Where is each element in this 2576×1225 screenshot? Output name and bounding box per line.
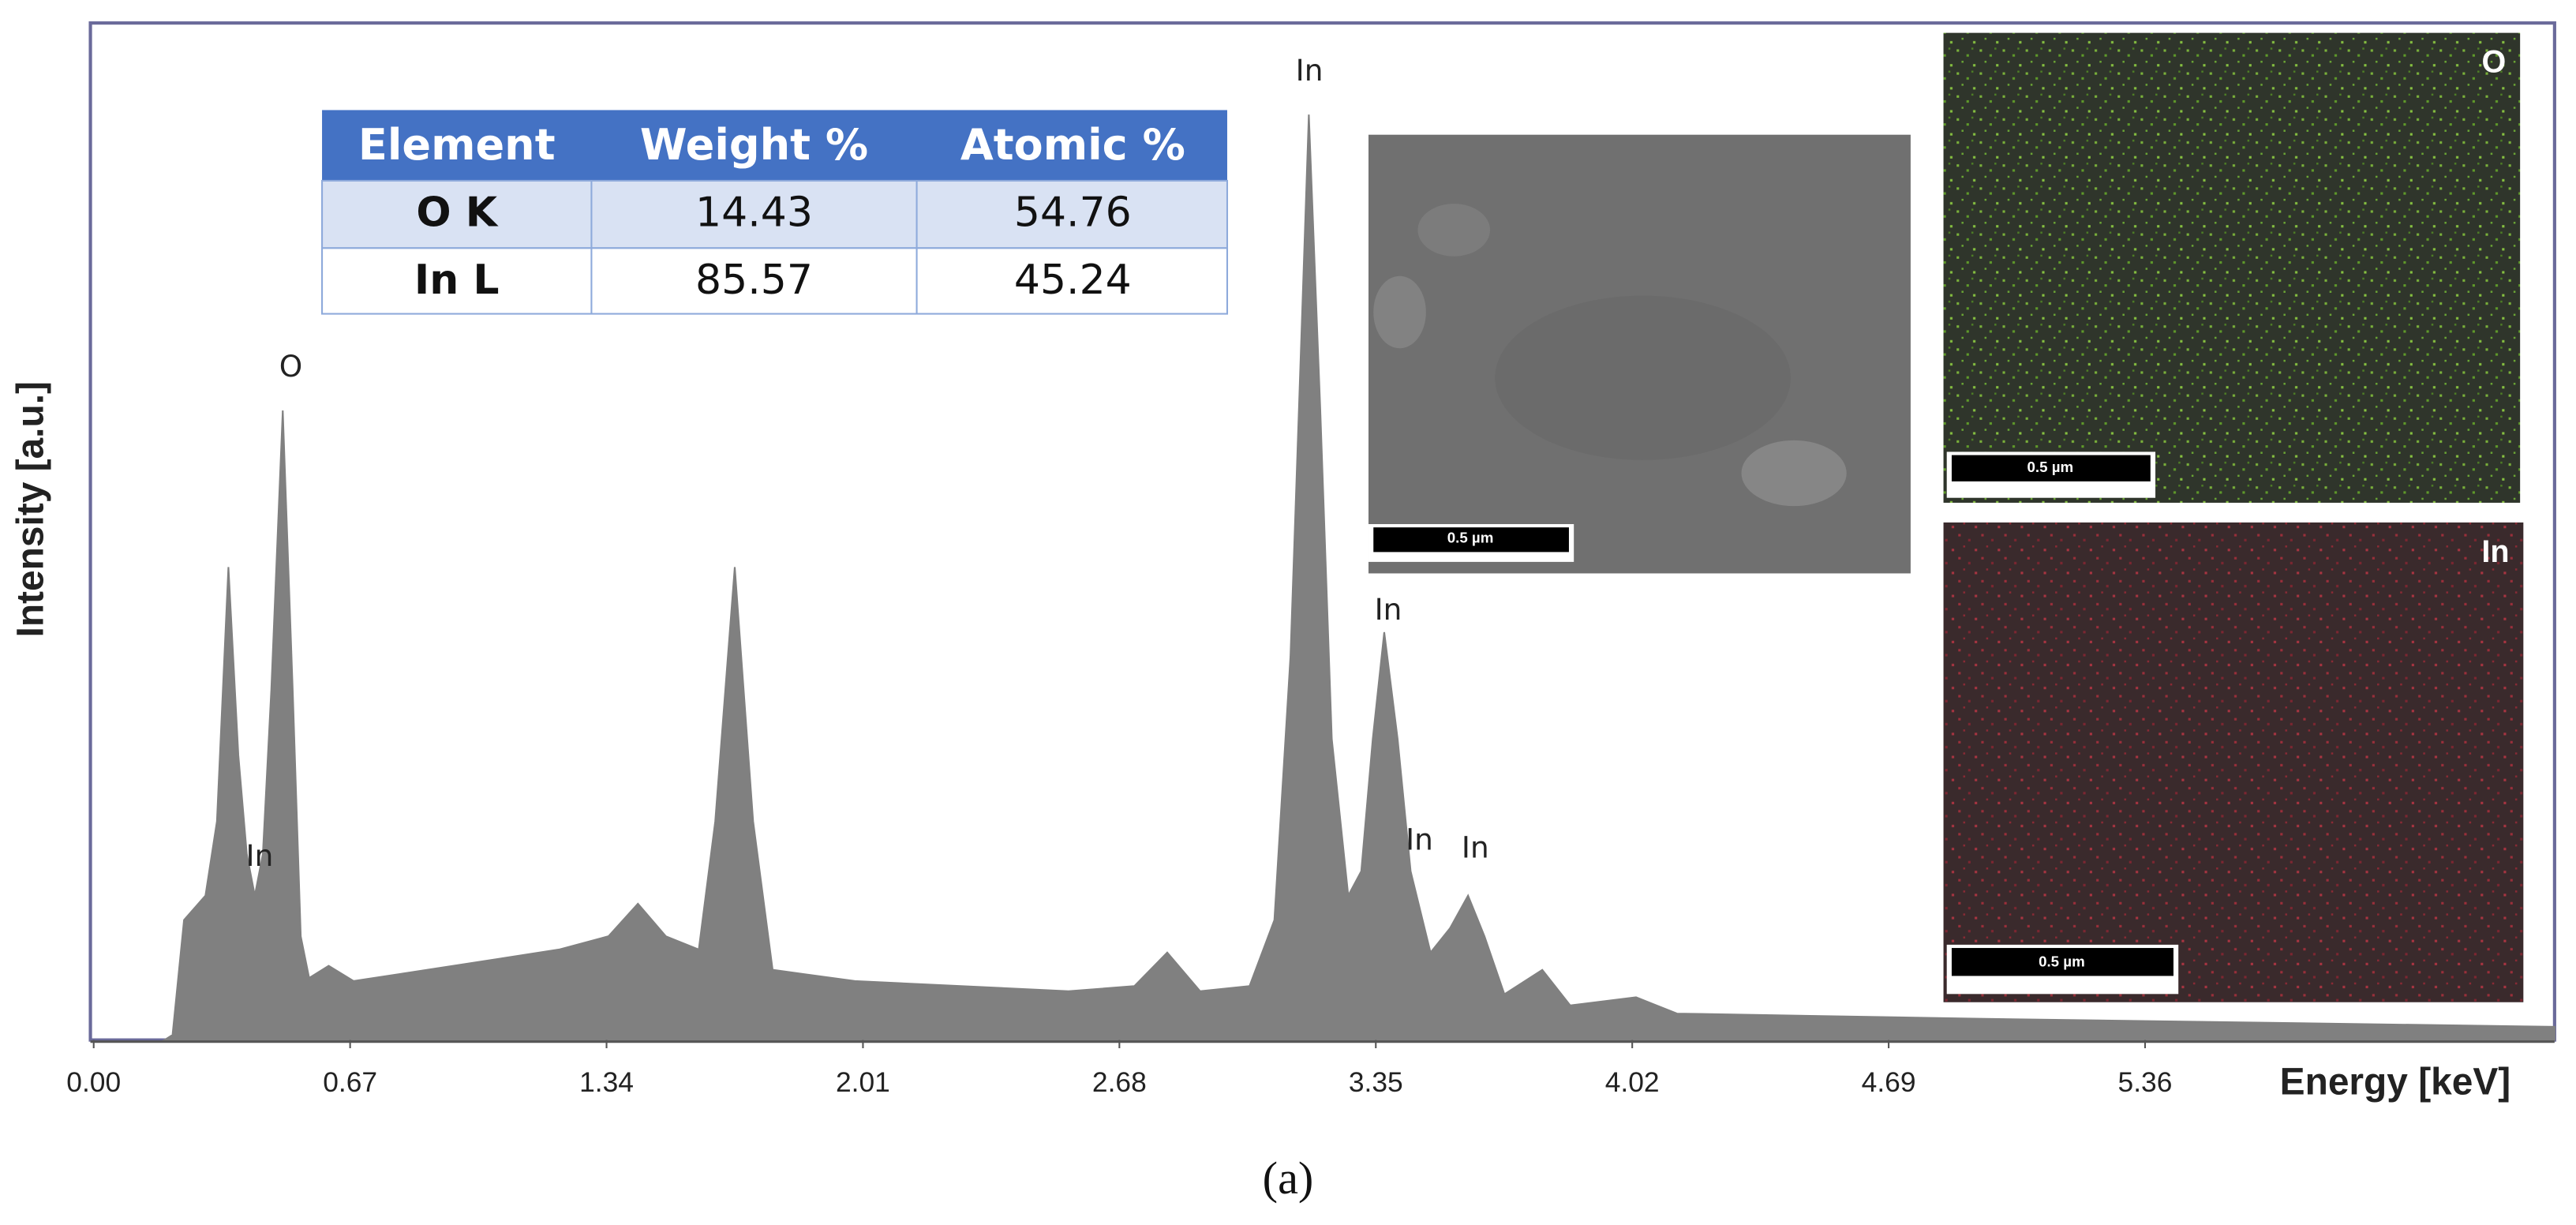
x-tick-label: 4.69 [1862,1067,1916,1098]
x-tick-label: 2.01 [836,1067,890,1098]
scale-bar-label: 0.5 µm [2039,953,2085,970]
y-axis-label: Intensity [a.u.] [9,381,51,637]
table-row [321,247,1229,315]
peak-label: In [1462,830,1489,865]
x-tick-label: 0.00 [66,1067,121,1098]
table-cell: 45.24 [1014,257,1132,304]
sem-feature [1495,295,1791,460]
table-cell: In L [414,257,500,304]
in-map: In 0.5 µm [1943,522,2524,1002]
o-map: O 0.5 µm [1943,32,2521,503]
x-tick-label: 0.67 [323,1067,377,1098]
sem-feature [1417,204,1491,257]
scale-bar [1373,527,1569,553]
scale-bar-label: 0.5 µm [1447,530,1494,546]
x-axis-label: Energy [keV] [2280,1061,2511,1103]
map-background [1943,522,2524,1002]
sem-feature [1373,275,1426,349]
table-cell: 14.43 [695,189,813,237]
table-header-cell: Weight % [640,120,868,170]
map-label: O [2481,45,2506,80]
scale-bar-label: 0.5 µm [2027,459,2074,475]
scale-bar [1951,948,2174,976]
peak-label: O [279,349,302,384]
table-cell: 54.76 [1014,189,1132,237]
map-background [1943,32,2521,503]
x-tick-label: 3.35 [1349,1067,1403,1098]
result-table: Element Weight % Atomic % O K 14.43 54.7… [321,110,1229,315]
x-tick-label: 4.02 [1605,1067,1660,1098]
peak-label: In [1296,53,1324,88]
spectrum-area [161,114,2555,1041]
sem-feature [1741,440,1847,507]
table-header [322,110,1227,181]
table-header-cell: Atomic % [960,120,1185,170]
map-label: In [2481,534,2509,569]
table-header-cell: Element [358,120,556,170]
x-tick-label: 1.34 [579,1067,634,1098]
scale-bar [1951,455,2151,481]
peak-label: In [1375,592,1402,627]
table-cell: 85.57 [695,257,813,304]
table-cell: O K [416,189,498,237]
sem-image: 0.5 µm [1368,134,1911,574]
plot [161,114,2555,1041]
caption: (a) [1263,1152,1314,1204]
peak-label: In [1406,822,1433,856]
x-tick-label: 5.36 [2118,1067,2173,1098]
peak-label: In [246,838,274,873]
x-tick-label: 2.68 [1092,1067,1147,1098]
